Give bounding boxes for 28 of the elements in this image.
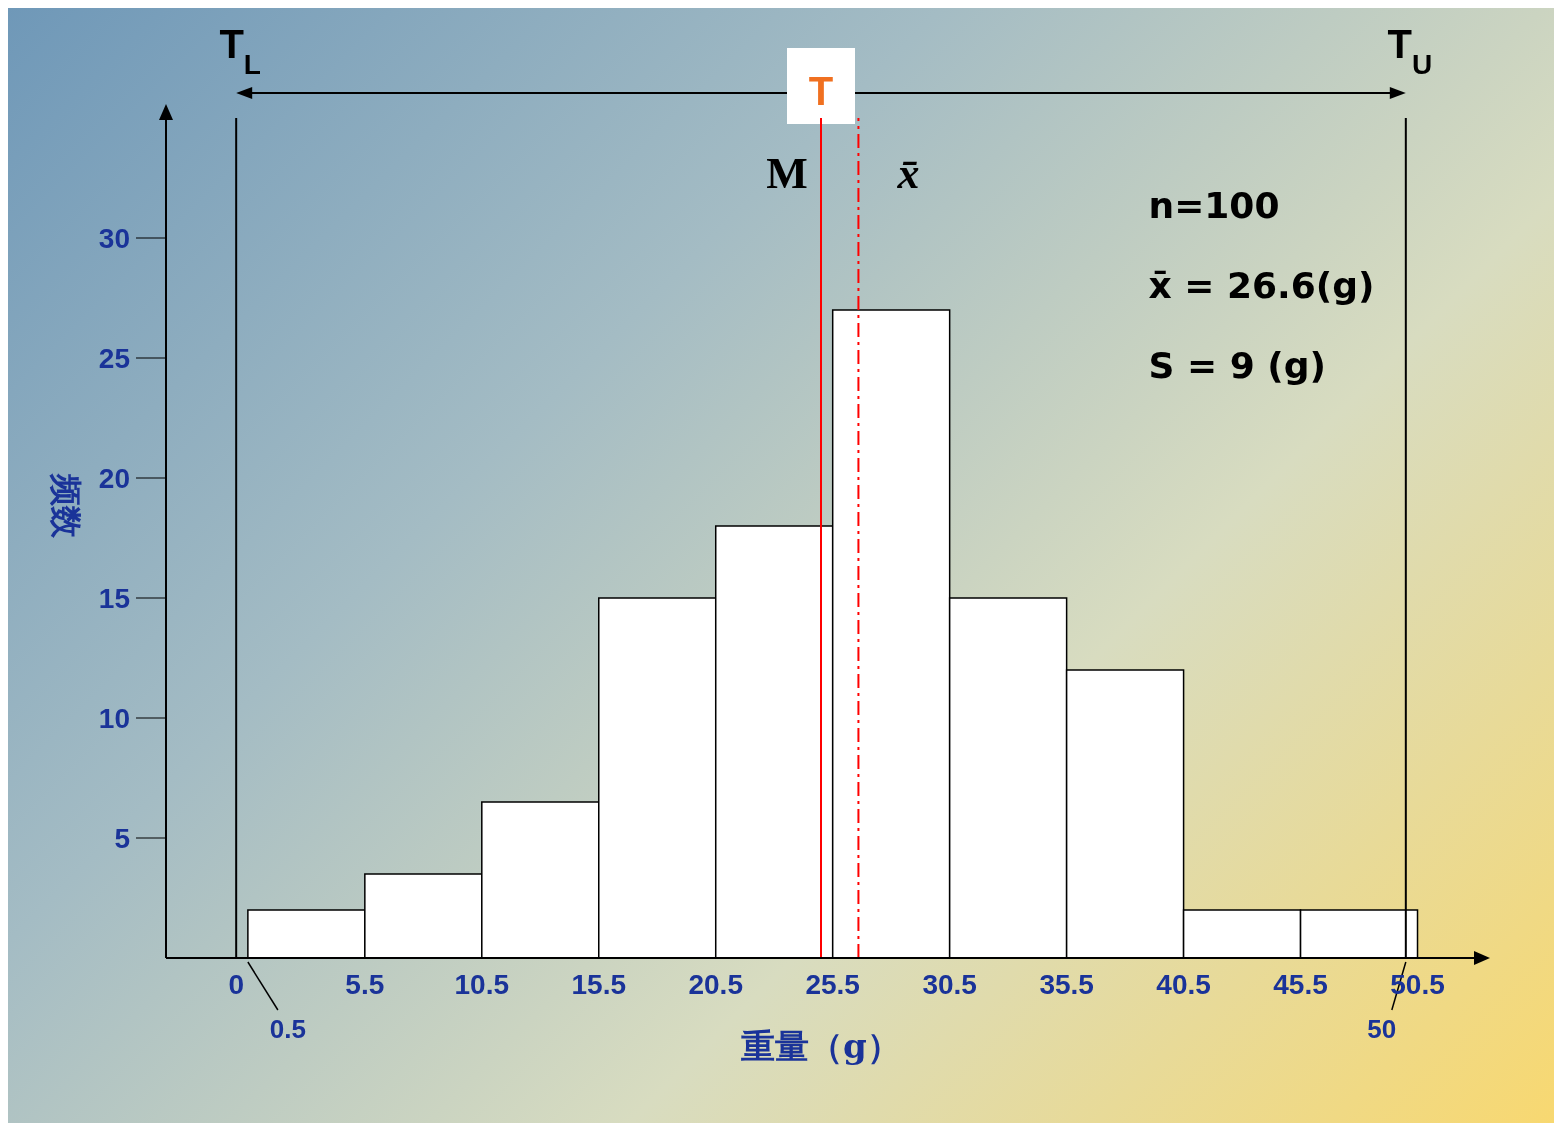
y-tick-label: 25	[98, 343, 130, 374]
y-tick-label: 10	[98, 703, 130, 734]
y-axis-title: 频数	[46, 473, 85, 539]
x-tick-label: 5.5	[345, 969, 385, 1000]
y-tick-label: 15	[98, 583, 130, 614]
annotation: n=100	[1148, 185, 1280, 226]
y-tick-label: 30	[98, 223, 130, 254]
x-tick-label: 45.5	[1273, 969, 1328, 1000]
ref-line-label: M	[766, 149, 808, 198]
text: 0.5	[269, 1014, 306, 1044]
text: 50	[1367, 1014, 1397, 1044]
x-axis-title: 重量（g）	[741, 1026, 901, 1066]
x-tick-label: 10.5	[454, 969, 510, 1000]
x-tick-label: 0	[228, 969, 244, 1000]
annotation: x̄ = 26.6(g)	[1148, 265, 1375, 306]
y-tick-label: 20	[98, 463, 130, 494]
x-tick-label: 35.5	[1039, 969, 1094, 1000]
x-tick-label: 30.5	[922, 969, 977, 1000]
y-tick-label: 5	[114, 823, 130, 854]
text: T	[808, 69, 834, 113]
x-tick-label: 25.5	[805, 969, 860, 1000]
ref-line-label: T$_{L}$	[219, 22, 261, 80]
ref-line-label: x̄	[896, 149, 920, 198]
x-tick-label: 15.5	[571, 969, 627, 1000]
ref-line-label: T$_{U}$	[1387, 22, 1433, 80]
x-tick-label: 40.5	[1156, 969, 1211, 1000]
x-tick-label: 20.5	[688, 969, 743, 1000]
annotation: S = 9 (g)	[1148, 345, 1326, 386]
